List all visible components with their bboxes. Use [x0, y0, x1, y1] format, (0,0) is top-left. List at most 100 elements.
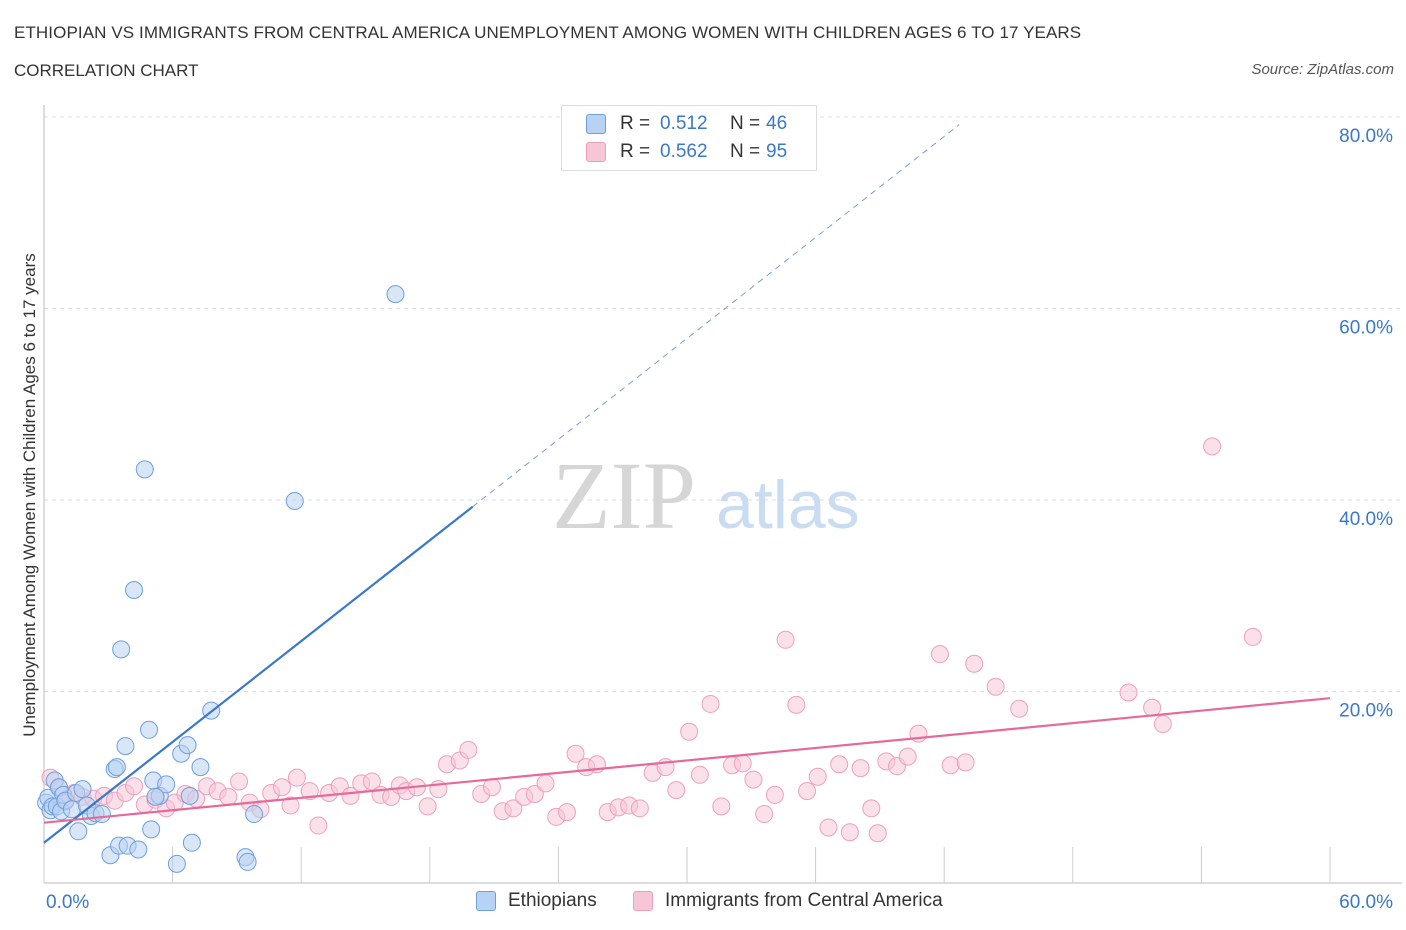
- data-point-ethiopians: [135, 460, 154, 479]
- y-axis-label: Unemployment Among Women with Children A…: [20, 253, 39, 737]
- legend-row-ethiopians: R = 0.512 N = 46: [586, 111, 787, 137]
- x-tick-label: 60.0%: [1339, 892, 1393, 913]
- chart-subtitle: CORRELATION CHART: [14, 61, 199, 80]
- data-point-central-america: [536, 774, 555, 793]
- data-point-central-america: [986, 677, 1005, 696]
- legend-r-value: 0.562: [660, 141, 708, 162]
- watermark: ZIP atlas: [552, 442, 860, 549]
- chart-title: ETHIOPIAN VS IMMIGRANTS FROM CENTRAL AME…: [14, 23, 1082, 42]
- data-point-ethiopians: [107, 758, 126, 777]
- watermark-atlas: atlas: [716, 467, 860, 543]
- data-point-ethiopians: [129, 840, 148, 859]
- watermark-zip: ZIP: [552, 442, 696, 549]
- data-point-central-america: [1119, 683, 1138, 702]
- grid-layer: [44, 116, 1402, 692]
- data-point-ethiopians: [245, 805, 264, 824]
- data-point-central-america: [272, 778, 291, 797]
- y-tick-label: 80.0%: [1339, 126, 1393, 147]
- data-point-central-america: [630, 799, 649, 818]
- data-point-central-america: [287, 768, 306, 787]
- data-point-central-america: [667, 781, 686, 800]
- trendline-ethiopians-extension: [472, 124, 960, 508]
- y-tick-label: 40.0%: [1339, 509, 1393, 530]
- data-point-central-america: [765, 785, 784, 804]
- legend-n-label: N =: [730, 113, 761, 134]
- data-point-central-america: [830, 755, 849, 774]
- data-point-ethiopians: [112, 640, 131, 659]
- data-point-ethiopians: [142, 820, 161, 839]
- data-point-central-america: [680, 722, 699, 741]
- data-point-ethiopians: [140, 720, 159, 739]
- data-point-central-america: [965, 654, 984, 673]
- data-point-central-america: [230, 772, 249, 791]
- data-point-central-america: [808, 767, 827, 786]
- data-point-central-america: [1243, 627, 1262, 646]
- data-point-central-america: [868, 824, 887, 843]
- data-point-central-america: [125, 777, 144, 796]
- legend-item-ethiopians: Ethiopians: [476, 890, 597, 912]
- data-point-ethiopians: [180, 786, 199, 805]
- trendline-ethiopians: [43, 505, 474, 844]
- data-point-ethiopians: [167, 854, 186, 873]
- y-tick-label: 60.0%: [1339, 318, 1393, 339]
- data-point-central-america: [956, 753, 975, 772]
- data-point-central-america: [525, 784, 544, 803]
- data-point-ethiopians: [69, 822, 88, 841]
- legend-r-label: R =: [620, 113, 651, 134]
- data-point-central-america: [755, 805, 774, 824]
- legend-swatch-pink: [586, 142, 606, 162]
- points-layer: [37, 285, 1262, 873]
- trend-layer: [43, 124, 1331, 844]
- legend-label: Immigrants from Central America: [665, 890, 943, 911]
- source-note: Source: ZipAtlas.com: [1251, 61, 1394, 78]
- axis-layer: [43, 105, 1402, 884]
- data-point-central-america: [733, 754, 752, 773]
- data-point-central-america: [819, 818, 838, 837]
- data-point-central-america: [744, 770, 763, 789]
- x-tick-label: 0.0%: [46, 892, 89, 913]
- data-point-ethiopians: [191, 758, 210, 777]
- legend-row-central-america: R = 0.562 N = 95: [586, 139, 787, 165]
- legend-n-label: N =: [730, 141, 761, 162]
- legend-swatch-blue: [586, 114, 606, 134]
- data-point-ethiopians: [73, 780, 92, 799]
- data-point-central-america: [309, 816, 328, 835]
- legend-label: Ethiopians: [508, 890, 597, 911]
- data-point-central-america: [941, 756, 960, 775]
- legend-item-central-america: Immigrants from Central America: [633, 890, 943, 912]
- data-point-central-america: [418, 797, 437, 816]
- data-point-central-america: [701, 694, 720, 713]
- data-point-central-america: [787, 695, 806, 714]
- data-point-ethiopians: [92, 805, 111, 824]
- legend-swatch-pink: [633, 891, 653, 911]
- data-point-central-america: [219, 787, 238, 806]
- data-point-central-america: [1203, 437, 1222, 456]
- trendline-central-america: [43, 697, 1331, 824]
- data-point-central-america: [459, 740, 478, 759]
- data-point-central-america: [712, 797, 731, 816]
- data-point-ethiopians: [146, 787, 165, 806]
- series-legend: Ethiopians Immigrants from Central Ameri…: [0, 890, 1406, 916]
- data-point-central-america: [1010, 699, 1029, 718]
- data-point-central-america: [557, 803, 576, 822]
- legend-r-label: R =: [620, 141, 651, 162]
- data-point-central-america: [840, 823, 859, 842]
- data-point-ethiopians: [178, 736, 197, 755]
- data-point-ethiopians: [182, 833, 201, 852]
- data-point-ethiopians: [285, 491, 304, 510]
- data-point-central-america: [1153, 715, 1172, 734]
- tick-labels: 20.0% 40.0% 60.0% 80.0% 0.0% 60.0%: [46, 126, 1393, 913]
- data-point-ethiopians: [125, 581, 144, 600]
- data-point-central-america: [482, 778, 501, 797]
- data-point-central-america: [776, 630, 795, 649]
- data-point-central-america: [898, 747, 917, 766]
- data-point-central-america: [566, 744, 585, 763]
- data-point-central-america: [281, 796, 300, 815]
- data-point-ethiopians: [238, 852, 257, 871]
- data-point-central-america: [798, 782, 817, 801]
- data-point-central-america: [930, 645, 949, 664]
- data-point-central-america: [690, 765, 709, 784]
- data-point-central-america: [1143, 698, 1162, 717]
- data-point-central-america: [851, 759, 870, 778]
